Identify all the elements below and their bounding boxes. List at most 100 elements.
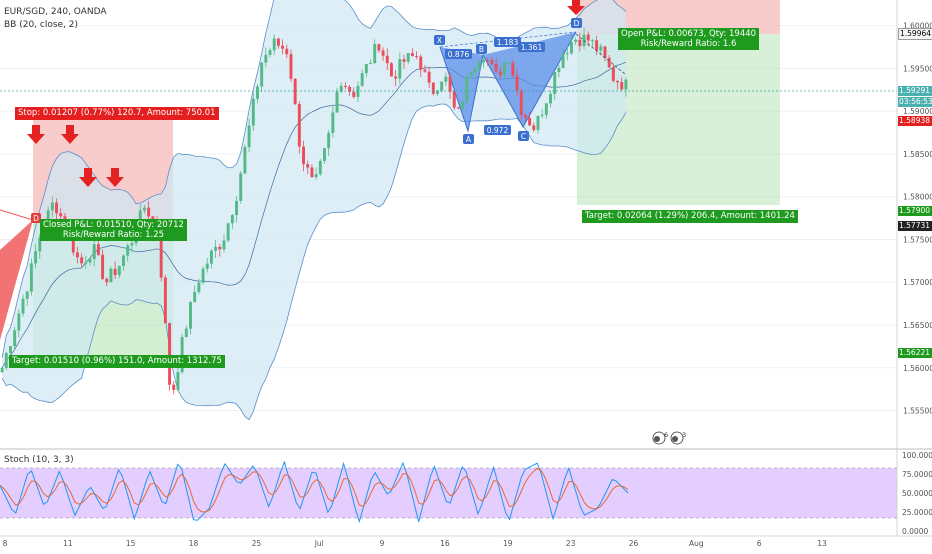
candle-body	[549, 94, 553, 104]
candle-body	[218, 246, 222, 250]
candle-body	[46, 210, 50, 228]
bb-upper-line	[1, 0, 627, 358]
price-axis-labels[interactable]: 1.60000 1.59500 1.59000 1.58500 1.58000 1.575…	[903, 22, 932, 416]
candle-body	[377, 44, 381, 51]
time-axis-label: 26	[629, 539, 639, 548]
candle-body	[247, 125, 251, 148]
open-pnl-line-2: Risk/Reward Ratio: 1.6	[640, 39, 737, 49]
candle-body	[352, 91, 356, 97]
candle-body	[264, 54, 268, 63]
candle-body	[456, 107, 460, 109]
candle-body	[603, 46, 607, 58]
candle-body	[96, 244, 100, 255]
price-axis-label: 1.59500	[903, 64, 932, 73]
candle-body	[590, 40, 594, 42]
candle-body	[297, 104, 301, 147]
candle-body	[611, 67, 615, 81]
point-d: D	[571, 18, 582, 28]
price-axis-label: 1.57000	[903, 278, 932, 287]
time-axis-label: 9	[380, 539, 385, 548]
candle-body	[415, 56, 419, 58]
candle-body	[536, 115, 540, 130]
candle-body	[117, 265, 121, 276]
symbol-title[interactable]: EUR/SGD, 240, OANDA	[4, 7, 107, 17]
candle-body	[343, 85, 347, 87]
candle-body	[71, 233, 75, 253]
candle-body	[440, 81, 444, 91]
candle-body	[88, 258, 92, 263]
harmonic-xb-line	[439, 31, 577, 48]
candle-body	[214, 246, 218, 251]
open-pnl-label: Open P&L: 0.00673, Qty: 19440 Risk/Rewar…	[618, 28, 760, 50]
candle-body	[289, 54, 293, 79]
sell-arrow-3	[79, 168, 97, 187]
candle-body	[574, 39, 578, 43]
price-tag-countdown: 03:56:53	[898, 97, 932, 107]
candle-body	[113, 268, 117, 276]
point-c: C	[518, 131, 529, 141]
stoch-axis-labels[interactable]: 100.0000 75.0000 50.0000 25.0000 0.0000	[902, 451, 932, 536]
sell-arrow-4	[106, 168, 124, 187]
candle-body	[38, 237, 42, 252]
candle-body	[410, 53, 414, 57]
candle-body	[50, 202, 54, 211]
harmonic-xab[interactable]	[440, 47, 483, 131]
candle-body	[360, 73, 364, 86]
candle-body	[327, 132, 331, 149]
price-tag-target2: 1.57900	[898, 206, 932, 216]
point-x: X	[434, 35, 445, 45]
svg-text:3: 3	[682, 431, 686, 439]
candle-body	[477, 62, 481, 69]
time-axis-label: Jul	[314, 539, 324, 548]
candle-body	[101, 254, 105, 279]
stoch-axis-label: 0.0000	[902, 527, 928, 536]
harmonic-outline	[439, 31, 577, 133]
stoch-k-line	[0, 460, 629, 524]
candle-body	[561, 54, 565, 68]
candle-body	[159, 231, 163, 278]
candles[interactable]	[0, 27, 628, 395]
candle-body	[431, 82, 435, 94]
candle-body	[34, 251, 38, 264]
price-axis-label: 1.60000	[903, 22, 932, 31]
time-axis-label: 15	[126, 539, 136, 548]
candle-body	[189, 302, 192, 329]
price-tag-stop1: 1.57731	[898, 221, 932, 231]
candle-body	[29, 263, 33, 292]
candle-body	[21, 298, 25, 314]
time-axis-label: 23	[566, 539, 576, 548]
stoch-d-line	[0, 467, 629, 513]
candle-body	[436, 90, 439, 94]
svg-text:B: B	[479, 45, 484, 54]
candle-body	[565, 53, 569, 55]
harmonic-bcd[interactable]	[483, 32, 576, 127]
svg-text:D: D	[33, 214, 39, 223]
candle-body	[473, 68, 477, 73]
candle-body	[84, 262, 88, 264]
sell-arrow-2	[61, 125, 79, 144]
candle-body	[532, 125, 536, 130]
prev-pattern-line	[0, 209, 34, 221]
candle-body	[310, 167, 314, 178]
candle-body	[356, 85, 360, 97]
candle-body	[544, 103, 548, 115]
time-axis-label: 19	[503, 539, 513, 548]
time-axis-label: 11	[63, 539, 73, 548]
prev-point-d: D	[31, 213, 41, 223]
candle-body	[4, 353, 8, 368]
event-badge-2[interactable]: 3	[670, 431, 686, 445]
candle-body	[578, 39, 582, 47]
candle-body	[519, 90, 523, 115]
time-axis-labels[interactable]: 8 11 15 18 25 Jul 9 16 19 23 26 Aug 6 13	[3, 539, 827, 548]
svg-text:X: X	[437, 36, 442, 45]
candle-body	[381, 50, 385, 56]
stoch-indicator-title[interactable]: Stoch (10, 3, 3)	[4, 455, 74, 465]
price-axis-label: 1.56500	[903, 321, 932, 330]
candle-body	[235, 200, 239, 216]
closed-pnl-line-2: Risk/Reward Ratio: 1.25	[62, 230, 165, 240]
bb-indicator-title[interactable]: BB (20, close, 2)	[4, 20, 79, 30]
candle-body	[486, 59, 490, 61]
event-badge-1[interactable]: 6	[652, 431, 668, 445]
candle-body	[494, 63, 498, 72]
